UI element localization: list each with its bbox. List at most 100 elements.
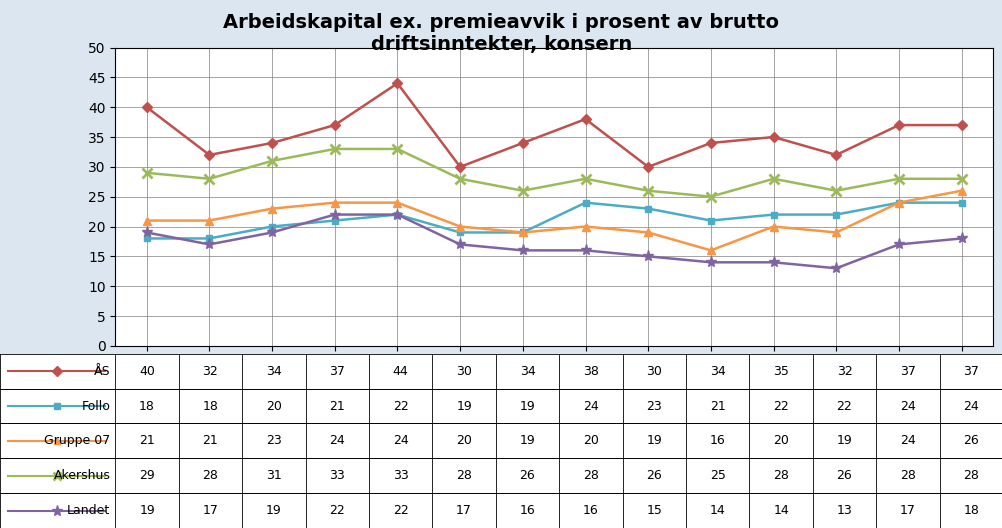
- Text: 17: 17: [202, 504, 218, 517]
- Follo: [641, 205, 653, 212]
- Text: 28: 28: [202, 469, 218, 482]
- Akershus: [579, 176, 591, 182]
- Follo: [391, 211, 403, 218]
- Text: 34: 34: [709, 365, 724, 378]
- Text: 21: 21: [709, 400, 724, 412]
- Gruppe 07: [203, 218, 215, 224]
- Text: Follo: Follo: [81, 400, 110, 412]
- Gruppe 07: [955, 187, 967, 194]
- Text: 44: 44: [393, 365, 408, 378]
- FancyBboxPatch shape: [0, 389, 1002, 423]
- ÅS: [830, 152, 842, 158]
- Landet: [579, 247, 591, 253]
- ÅS: [454, 164, 466, 170]
- Akershus: [516, 187, 528, 194]
- ÅS: [266, 140, 278, 146]
- Text: 22: 22: [393, 504, 408, 517]
- Text: 24: 24: [393, 435, 408, 447]
- Text: 24: 24: [899, 400, 915, 412]
- Line: Landet: Landet: [141, 209, 966, 274]
- Text: 30: 30: [456, 365, 472, 378]
- Text: 20: 20: [773, 435, 789, 447]
- Akershus: [830, 187, 842, 194]
- Akershus: [641, 187, 653, 194]
- Text: 18: 18: [202, 400, 218, 412]
- Text: 19: 19: [456, 400, 472, 412]
- Text: 16: 16: [582, 504, 598, 517]
- Text: 13: 13: [836, 504, 852, 517]
- Akershus: [955, 176, 967, 182]
- Landet: [516, 247, 528, 253]
- Text: Landet: Landet: [67, 504, 110, 517]
- Text: 24: 24: [963, 400, 978, 412]
- Text: 26: 26: [645, 469, 661, 482]
- Text: Akershus: Akershus: [53, 469, 110, 482]
- Follo: [140, 235, 152, 242]
- Text: 26: 26: [836, 469, 852, 482]
- Text: 21: 21: [202, 435, 218, 447]
- Line: Gruppe 07: Gruppe 07: [142, 186, 965, 254]
- Akershus: [704, 194, 716, 200]
- Landet: [203, 241, 215, 248]
- ÅS: [892, 122, 904, 128]
- ÅS: [140, 104, 152, 110]
- Landet: [955, 235, 967, 242]
- Text: 40: 40: [139, 365, 155, 378]
- Akershus: [892, 176, 904, 182]
- Text: 19: 19: [645, 435, 661, 447]
- Landet: [140, 229, 152, 235]
- Follo: [516, 229, 528, 235]
- Gruppe 07: [579, 223, 591, 230]
- Text: 21: 21: [139, 435, 154, 447]
- Follo: [203, 235, 215, 242]
- Text: ÅS: ÅS: [93, 365, 110, 378]
- Gruppe 07: [391, 200, 403, 206]
- ÅS: [579, 116, 591, 122]
- Text: 24: 24: [899, 435, 915, 447]
- Gruppe 07: [704, 247, 716, 253]
- Follo: [955, 200, 967, 206]
- Landet: [704, 259, 716, 266]
- Follo: [454, 229, 466, 235]
- Gruppe 07: [767, 223, 779, 230]
- Gruppe 07: [830, 229, 842, 235]
- Text: 20: 20: [456, 435, 472, 447]
- Text: 24: 24: [329, 435, 345, 447]
- Text: 17: 17: [899, 504, 915, 517]
- ÅS: [391, 80, 403, 87]
- Gruppe 07: [266, 205, 278, 212]
- Text: 19: 19: [519, 400, 535, 412]
- ÅS: [955, 122, 967, 128]
- FancyBboxPatch shape: [0, 493, 1002, 528]
- ÅS: [767, 134, 779, 140]
- Landet: [454, 241, 466, 248]
- Text: 28: 28: [899, 469, 915, 482]
- Text: 34: 34: [266, 365, 282, 378]
- Text: 28: 28: [456, 469, 472, 482]
- Landet: [892, 241, 904, 248]
- Gruppe 07: [892, 200, 904, 206]
- Follo: [892, 200, 904, 206]
- Text: 34: 34: [519, 365, 535, 378]
- ÅS: [203, 152, 215, 158]
- Gruppe 07: [454, 223, 466, 230]
- Text: 29: 29: [139, 469, 154, 482]
- Text: 33: 33: [329, 469, 345, 482]
- Gruppe 07: [329, 200, 341, 206]
- Akershus: [767, 176, 779, 182]
- Text: 37: 37: [899, 365, 915, 378]
- Text: 20: 20: [582, 435, 598, 447]
- Akershus: [140, 169, 152, 176]
- Text: 37: 37: [962, 365, 978, 378]
- ÅS: [641, 164, 653, 170]
- Text: 31: 31: [266, 469, 282, 482]
- Follo: [704, 218, 716, 224]
- Text: 37: 37: [329, 365, 345, 378]
- Text: 19: 19: [519, 435, 535, 447]
- Landet: [391, 211, 403, 218]
- Line: ÅS: ÅS: [143, 80, 964, 171]
- Text: 19: 19: [836, 435, 852, 447]
- Text: 38: 38: [582, 365, 598, 378]
- Text: 22: 22: [393, 400, 408, 412]
- ÅS: [516, 140, 528, 146]
